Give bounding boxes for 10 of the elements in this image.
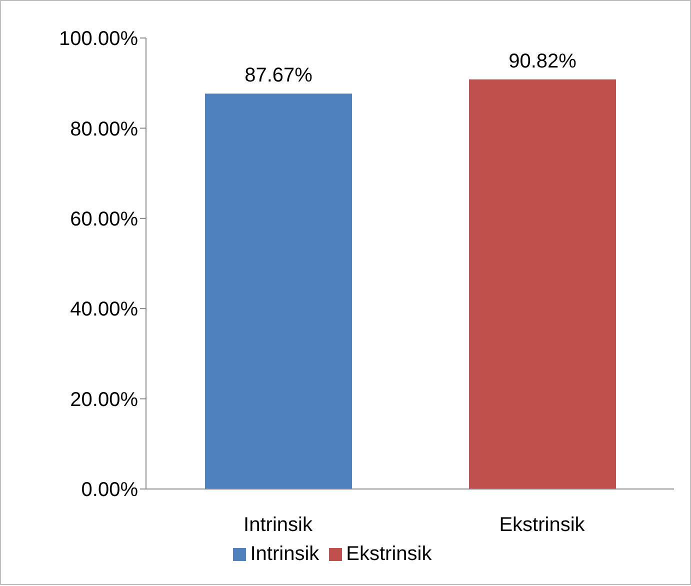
y-tick-label: 20.00% [70,388,138,411]
y-tick-label: 40.00% [70,298,138,321]
y-tick-label: 0.00% [81,479,138,502]
legend-label: Ekstrinsik [346,543,432,565]
data-label: 87.67% [244,64,313,87]
y-tick-label: 80.00% [70,118,138,140]
y-tick-label: 100.00% [59,28,138,50]
y-tick-label: 60.00% [70,208,138,230]
legend-label: Intrinsik [250,543,320,565]
data-label: 90.82% [508,50,577,72]
